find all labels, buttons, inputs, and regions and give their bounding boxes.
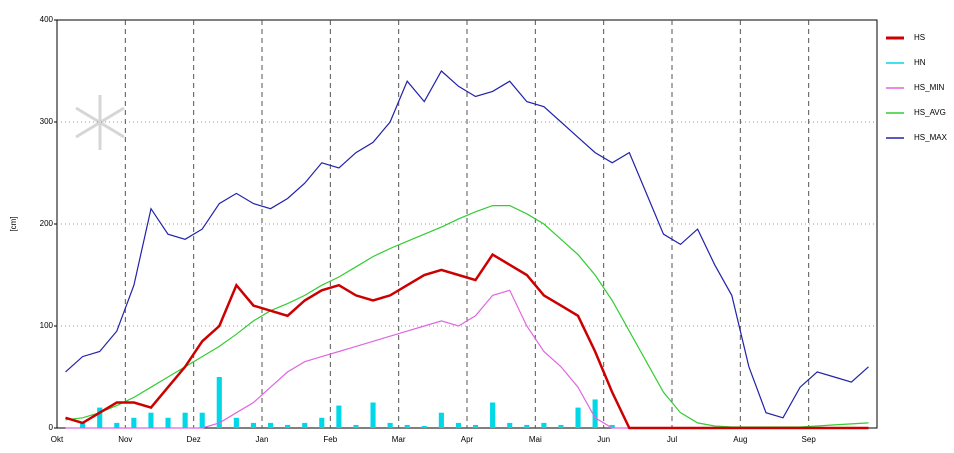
bar [541, 422, 547, 428]
legend-label: HS_MAX [914, 133, 948, 142]
x-tick-label: Mar [392, 435, 406, 444]
bar [421, 425, 427, 428]
x-tick-label: Jan [256, 435, 269, 444]
legend-label: HS_AVG [914, 108, 946, 117]
bar [455, 422, 462, 428]
y-tick-label: 400 [40, 15, 54, 24]
bar [472, 424, 479, 428]
bar [216, 377, 222, 428]
bar [438, 412, 444, 428]
bar [370, 402, 376, 428]
legend-label: HS [914, 33, 925, 42]
x-tick-label: Aug [733, 435, 747, 444]
x-tick-label: Dez [187, 435, 201, 444]
bar [302, 422, 308, 428]
y-axis-label: [cm] [9, 216, 18, 231]
x-tick-label: Apr [461, 435, 474, 444]
bar [490, 402, 496, 428]
bar [114, 422, 120, 428]
logo [75, 95, 125, 150]
bar [592, 399, 598, 428]
bar [285, 424, 291, 428]
y-tick-label: 300 [40, 117, 54, 126]
bar [199, 412, 205, 428]
x-tick-label: Sep [802, 435, 817, 444]
x-tick-label: Feb [323, 435, 337, 444]
bar [165, 417, 171, 428]
bar [558, 424, 564, 428]
bar [80, 422, 86, 428]
bar [182, 412, 188, 428]
legend-label: HS_MIN [914, 83, 944, 92]
bar [131, 417, 137, 428]
bar [387, 422, 393, 428]
bar [267, 422, 274, 428]
legend-label: HN [914, 58, 926, 67]
bar [319, 417, 325, 428]
x-tick-label: Jul [667, 435, 677, 444]
line [65, 70, 869, 419]
bar [404, 424, 410, 428]
y-tick-label: 100 [40, 321, 54, 330]
bar [575, 407, 581, 428]
bar [233, 417, 239, 428]
bar [609, 424, 615, 428]
bar [250, 422, 257, 428]
bar [524, 424, 530, 428]
bar [148, 412, 154, 428]
bar [336, 405, 342, 428]
y-tick-label: 200 [40, 219, 54, 228]
bar [353, 424, 359, 428]
line [65, 252, 869, 430]
bar [507, 422, 513, 428]
bar [97, 407, 103, 428]
y-tick-label: 0 [49, 423, 54, 432]
x-tick-label: Jun [597, 435, 610, 444]
x-tick-label: Nov [118, 435, 132, 444]
x-tick-label: Okt [51, 435, 64, 444]
x-tick-label: Mai [529, 435, 542, 444]
